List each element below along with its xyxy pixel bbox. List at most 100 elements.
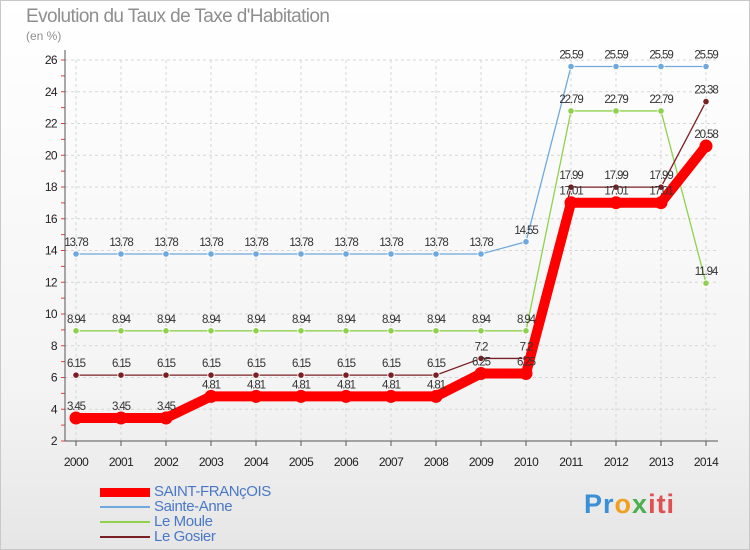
data-label: 3.45 — [112, 401, 131, 413]
legend-label: Sainte-Anne — [154, 498, 233, 515]
data-point — [294, 389, 308, 403]
x-tick-label: 2004 — [244, 455, 269, 469]
data-point — [522, 238, 530, 246]
legend-label: Le Gosier — [154, 528, 216, 545]
legend-label: Le Moule — [154, 513, 213, 530]
data-point — [657, 62, 665, 71]
data-point — [114, 411, 128, 425]
x-tick-label: 2012 — [604, 455, 629, 469]
data-label: 6.15 — [337, 358, 356, 370]
data-label: 13.78 — [64, 237, 88, 249]
y-tick-label: 8 — [51, 339, 58, 353]
data-point — [339, 389, 353, 403]
data-label: 4.81 — [292, 379, 311, 391]
y-axis-unit: (en %) — [26, 29, 62, 43]
y-tick-label: 6 — [51, 371, 58, 385]
data-label: 17.99 — [604, 170, 628, 182]
data-point — [432, 371, 440, 379]
data-label: 13.78 — [334, 237, 358, 249]
data-label: 13.78 — [199, 237, 223, 249]
data-point — [699, 139, 713, 153]
x-tick-label: 2008 — [424, 455, 449, 469]
data-point — [702, 62, 710, 71]
data-label: 13.78 — [244, 237, 268, 249]
data-point — [162, 371, 170, 379]
data-labels: 3.45 3.45 3.45 4.81 4.81 4.81 4.81 4.81 4.81 6.25… — [64, 50, 720, 413]
data-point — [567, 183, 575, 191]
data-label: 7.2 — [520, 341, 533, 353]
data-label: 6.15 — [67, 358, 86, 370]
proxiti-logo: Proxiti — [584, 489, 676, 519]
data-label: 8.94 — [472, 314, 492, 326]
data-label: 6.25 — [517, 357, 536, 369]
data-label: 13.78 — [289, 237, 313, 249]
data-label: 4.81 — [202, 379, 221, 391]
data-point — [252, 327, 260, 335]
data-label: 25.59 — [649, 50, 673, 62]
y-tick-label: 20 — [45, 148, 58, 162]
data-point — [657, 107, 665, 115]
data-point — [204, 389, 218, 403]
data-label: 13.78 — [469, 237, 493, 249]
data-point — [432, 250, 440, 258]
y-tick-label: 16 — [45, 212, 58, 226]
data-point — [432, 327, 440, 335]
legend-swatch — [100, 536, 150, 538]
data-label: 8.94 — [517, 314, 537, 326]
data-label: 22.79 — [559, 94, 583, 106]
data-point — [207, 371, 215, 379]
data-point — [117, 250, 125, 258]
data-point — [69, 411, 83, 425]
y-tick-label: 4 — [51, 402, 58, 416]
data-label: 17.01 — [649, 186, 673, 198]
data-point — [564, 196, 578, 210]
data-label: 8.94 — [67, 314, 87, 326]
legend-swatch — [100, 506, 150, 508]
y-tick-label: 14 — [45, 244, 58, 258]
data-point — [474, 367, 488, 381]
data-point — [162, 250, 170, 258]
data-point — [387, 250, 395, 258]
data-label: 17.99 — [559, 170, 583, 182]
data-point — [252, 250, 260, 258]
data-label: 20.58 — [694, 129, 718, 141]
series-line — [75, 110, 707, 332]
y-tick-label: 22 — [45, 117, 58, 131]
data-point — [519, 367, 533, 381]
data-label: 8.94 — [247, 314, 267, 326]
data-point — [387, 327, 395, 335]
data-label: 25.59 — [604, 50, 628, 62]
data-label: 8.94 — [157, 314, 177, 326]
data-label: 8.94 — [427, 314, 447, 326]
x-tick-label: 2009 — [469, 455, 494, 469]
y-tick-label: 26 — [45, 53, 58, 67]
x-tick-label: 2003 — [199, 455, 224, 469]
data-point — [567, 107, 575, 115]
data-label: 23.38 — [694, 85, 718, 97]
data-label: 6.15 — [247, 358, 266, 370]
y-tick-label: 2 — [51, 434, 58, 448]
data-point — [702, 279, 710, 287]
data-point — [522, 327, 530, 335]
data-label: 11.94 — [695, 266, 719, 278]
data-point — [477, 250, 485, 258]
data-label: 6.15 — [202, 358, 221, 370]
data-label: 17.01 — [604, 186, 628, 198]
data-point — [117, 327, 125, 335]
data-point — [72, 250, 80, 258]
data-label: 3.45 — [157, 401, 176, 413]
data-point — [702, 97, 710, 106]
data-point — [72, 327, 80, 335]
data-label: 4.81 — [337, 379, 356, 391]
data-point — [654, 196, 668, 210]
data-label: 6.15 — [427, 358, 446, 370]
data-point — [252, 371, 260, 379]
data-point — [342, 371, 350, 379]
data-label: 4.81 — [427, 379, 446, 391]
data-point — [117, 371, 125, 379]
data-point — [162, 327, 170, 335]
y-tick-label: 24 — [45, 85, 58, 99]
data-point — [609, 196, 623, 210]
x-tick-label: 2006 — [334, 455, 359, 469]
